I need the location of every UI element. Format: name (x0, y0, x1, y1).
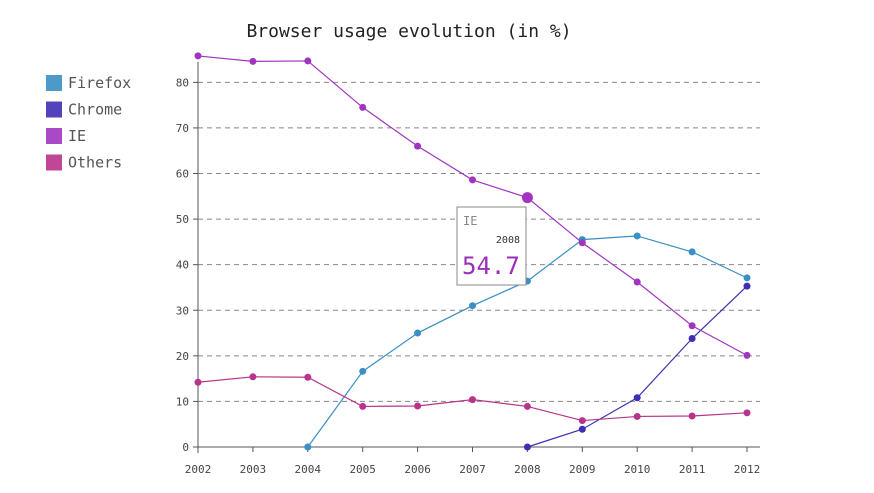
chart-title: Browser usage evolution (in %) (246, 21, 571, 42)
y-tick-label: 40 (176, 259, 189, 272)
y-tick-label: 10 (176, 395, 189, 408)
series-chrome (523, 282, 751, 451)
legend-swatch (46, 154, 62, 171)
legend-label: Others (68, 154, 122, 172)
series-line-firefox (307, 235, 748, 448)
legend-label: Chrome (68, 101, 122, 119)
y-tick-label: 20 (176, 350, 189, 363)
x-tick-label: 2011 (679, 463, 706, 476)
legend-item-ie[interactable]: IE (46, 127, 86, 145)
data-point-others[interactable] (359, 402, 367, 410)
tooltip-value: 54.7 (462, 252, 520, 280)
data-point-others[interactable] (743, 409, 751, 417)
data-point-others[interactable] (469, 396, 476, 404)
data-point-ie[interactable] (578, 239, 586, 247)
y-tick-label: 60 (176, 168, 189, 181)
legend-label: IE (68, 127, 86, 145)
x-tick-label: 2005 (349, 463, 376, 476)
data-point-chrome[interactable] (743, 282, 751, 290)
legend-label: Firefox (68, 74, 131, 92)
data-point-firefox[interactable] (359, 367, 367, 375)
y-tick-label: 50 (176, 213, 189, 226)
data-point-ie[interactable] (743, 351, 751, 359)
data-point-ie[interactable] (633, 278, 641, 286)
data-point-firefox[interactable] (688, 248, 696, 256)
data-point-ie[interactable] (359, 103, 367, 111)
series-others (194, 373, 751, 425)
tooltip-x: 2008 (496, 235, 520, 246)
data-point-ie[interactable] (688, 322, 696, 330)
y-tick-label: 30 (176, 304, 189, 317)
x-tick-label: 2009 (569, 463, 596, 476)
x-tick-label: 2002 (185, 463, 212, 476)
data-point-firefox[interactable] (743, 274, 751, 282)
data-point-chrome[interactable] (578, 425, 586, 433)
legend-item-others[interactable]: Others (46, 154, 122, 172)
legend-swatch (46, 128, 62, 144)
legend-item-chrome[interactable]: Chrome (46, 101, 122, 119)
data-point-others[interactable] (523, 402, 531, 410)
x-tick-label: 2004 (295, 463, 322, 476)
data-point-others[interactable] (249, 373, 257, 381)
legend-swatch (46, 101, 62, 118)
x-tick-label: 2006 (404, 463, 431, 476)
data-point-firefox[interactable] (633, 232, 641, 240)
series-ie (194, 52, 751, 359)
data-point-firefox[interactable] (414, 329, 422, 337)
data-point-others[interactable] (578, 417, 586, 425)
y-tick-label: 80 (176, 76, 189, 89)
data-point-ie[interactable] (414, 142, 422, 150)
tooltip-series: IE (463, 214, 477, 228)
y-tick-label: 0 (182, 441, 189, 454)
legend-swatch (46, 75, 62, 91)
data-point-others[interactable] (304, 373, 312, 381)
data-point-others[interactable] (633, 412, 641, 420)
data-point-ie[interactable] (469, 176, 476, 184)
x-tick-label: 2012 (734, 463, 761, 476)
axes: 0 10 20 30 40 50 60 70 80 2002 2003 2004 2005 2006 200… (176, 62, 761, 476)
data-point-ie[interactable] (304, 57, 312, 65)
x-tick-label: 2010 (624, 463, 651, 476)
data-point-chrome[interactable] (523, 443, 531, 451)
data-point-ie[interactable] (194, 52, 202, 60)
x-tick-label: 2003 (240, 463, 267, 476)
data-point-chrome[interactable] (688, 335, 696, 343)
x-tick-label: 2007 (459, 463, 486, 476)
series-layer (194, 52, 751, 451)
x-tick-label: 2008 (514, 463, 541, 476)
y-tick-label: 70 (176, 122, 189, 135)
legend: Firefox Chrome IE Others (46, 74, 131, 172)
tooltip: IE 2008 54.7 (456, 206, 527, 286)
data-point-ie[interactable] (521, 192, 533, 204)
data-point-others[interactable] (688, 412, 696, 420)
data-point-others[interactable] (414, 402, 422, 410)
tooltip-box (456, 206, 527, 286)
data-point-others[interactable] (194, 378, 202, 386)
data-point-chrome[interactable] (633, 394, 641, 402)
data-point-firefox[interactable] (469, 302, 476, 310)
data-point-firefox[interactable] (304, 443, 312, 451)
data-point-ie[interactable] (249, 57, 257, 65)
legend-item-firefox[interactable]: Firefox (46, 74, 131, 92)
